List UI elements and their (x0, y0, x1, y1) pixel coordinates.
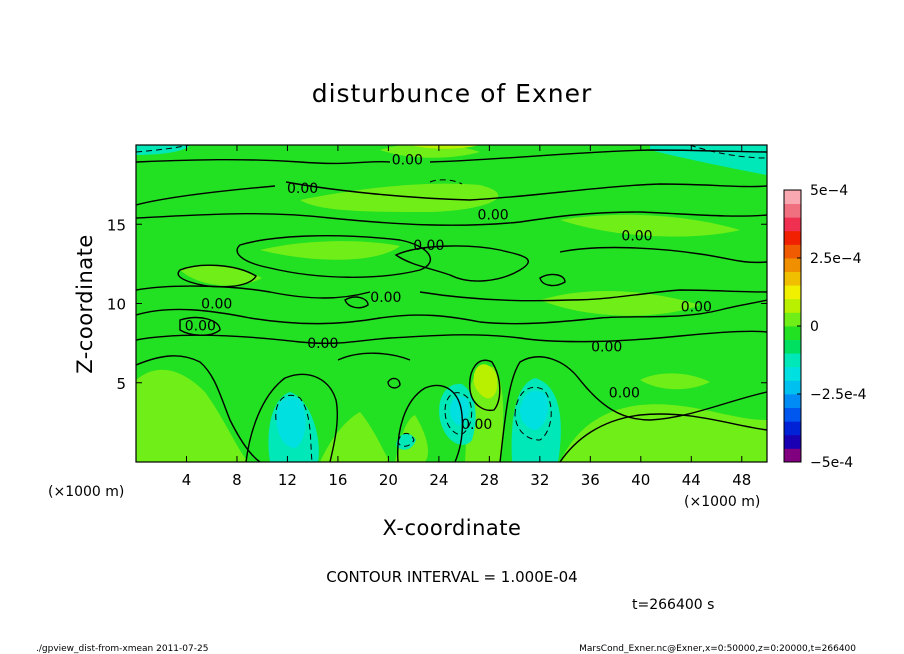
contour-value-label: 0.00 (478, 208, 509, 224)
colorbar-tick-label: −5e-4 (810, 455, 853, 471)
contour-interval: CONTOUR INTERVAL = 1.000E-04 (326, 568, 577, 586)
contour-value-label: 0.00 (681, 300, 712, 316)
colorbar-segment (784, 258, 801, 272)
x-unit-left: (×1000 m) (48, 484, 124, 500)
top-positive-core (410, 145, 480, 149)
x-tick-label: 8 (232, 471, 242, 489)
contour-value-label: 0.00 (413, 238, 444, 254)
colorbar-tick-label: 0 (810, 319, 819, 335)
y-axis-title: Z-coordinate (73, 234, 97, 374)
colorbar-segment (784, 380, 801, 395)
colorbar-tick-label: 2.5e−4 (810, 251, 862, 267)
contour-labels: 0.00 0.00 0.00 0.00 0.00 0.00 0.00 0.00 0.00 0.00… (185, 152, 712, 433)
colorbar-segment (784, 271, 801, 286)
colorbar-segment (784, 285, 801, 300)
colorbar-ticks: 5e−4 2.5e−4 0 −2.5e-4 −5e-4 (797, 183, 867, 471)
contour-value-label: 0.00 (591, 339, 622, 355)
contour-value-label: 0.00 (461, 417, 492, 433)
stronger-negative-regions (276, 390, 549, 448)
footer-left: ./gpview_dist-from-xmean 2011-07-25 (36, 644, 208, 654)
positive-regions (136, 145, 767, 462)
x-tick-label: 4 (182, 471, 192, 489)
colorbar (784, 190, 801, 463)
x-tick-label: 28 (480, 471, 499, 489)
x-tick-label: 36 (581, 471, 600, 489)
colorbar-segment (784, 394, 801, 408)
colorbar-segment (784, 421, 801, 436)
colorbar-segment (784, 366, 801, 381)
contour-value-label: 0.00 (185, 319, 216, 335)
colorbar-segment (784, 434, 801, 449)
colorbar-segment (784, 448, 801, 463)
colorbar-segment (784, 217, 801, 232)
x-tick-label: 40 (631, 471, 650, 489)
chart-title: disturbunce of Exner (312, 79, 593, 108)
y-axis: 5 10 15 (107, 216, 767, 393)
colorbar-tick-label: −2.5e-4 (810, 387, 867, 403)
contour-value-label: 0.00 (307, 336, 338, 352)
colorbar-segment (784, 244, 801, 259)
time-stamp: t=266400 s (632, 597, 714, 613)
x-tick-label: 48 (732, 471, 751, 489)
x-tick-label: 20 (379, 471, 398, 489)
contour-value-label: 0.00 (609, 385, 640, 401)
colorbar-tick-label: 5e−4 (810, 183, 848, 199)
colorbar-segment (784, 326, 801, 340)
contour-value-label: 0.00 (370, 290, 401, 306)
contour-value-label: 0.00 (287, 181, 318, 197)
colorbar-segment (784, 339, 801, 354)
colorbar-segment (784, 312, 801, 327)
x-tick-label: 24 (429, 471, 448, 489)
zero-contours (136, 149, 767, 462)
colorbar-segment (784, 203, 801, 218)
colorbar-segment (784, 353, 801, 368)
colorbar-segment (784, 230, 801, 245)
contour-value-label: 0.00 (201, 297, 232, 313)
y-tick-label: 5 (116, 375, 126, 393)
x-tick-label: 12 (278, 471, 297, 489)
plot-area (136, 145, 767, 462)
positive-core (473, 364, 498, 399)
contour-value-label: 0.00 (392, 152, 423, 168)
contour-value-label: 0.00 (621, 228, 652, 244)
x-axis: 4 8 12 16 20 24 28 32 36 40 44 48 (182, 145, 751, 489)
x-tick-label: 32 (530, 471, 549, 489)
footer-right: MarsCond_Exner.nc@Exner,x=0:50000,z=0:20… (579, 644, 856, 654)
colorbar-segment (784, 298, 801, 313)
colorbar-segment (784, 407, 801, 422)
colorbar-segment (784, 190, 801, 204)
y-tick-label: 10 (107, 296, 126, 314)
x-tick-label: 44 (682, 471, 701, 489)
x-axis-title: X-coordinate (383, 516, 522, 540)
x-unit-right: (×1000 m) (684, 494, 760, 510)
x-tick-label: 16 (328, 471, 347, 489)
y-tick-label: 15 (107, 216, 126, 234)
